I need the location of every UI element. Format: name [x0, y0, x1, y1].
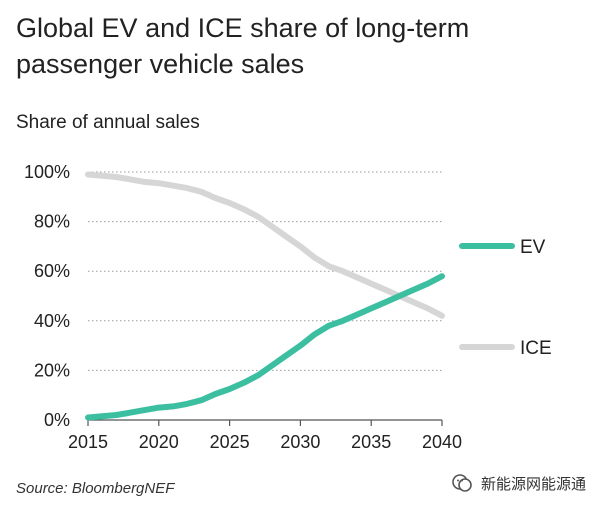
y-tick-label: 80%	[34, 212, 70, 232]
legend: EV ICE	[459, 237, 552, 359]
legend-label-ice: ICE	[520, 338, 552, 359]
grid	[88, 171, 442, 421]
x-tick-label: 2025	[210, 432, 250, 452]
watermark-text: 新能源网能源通	[480, 475, 586, 493]
x-axis-ticks: 2015 2020 2025 2030 2035 2040	[68, 420, 462, 452]
line-chart: 0%20%40%60%80%100% 2015 2020 2025 2030 2035 2…	[24, 162, 552, 452]
series-line-ice	[85, 171, 445, 319]
x-tick-label: 2035	[351, 432, 391, 452]
x-tick-label: 2020	[139, 432, 179, 452]
y-tick-label: 40%	[34, 311, 70, 331]
series	[85, 171, 445, 421]
chart-subtitle: Share of annual sales	[16, 112, 200, 133]
wechat-icon	[452, 474, 472, 492]
x-tick-label: 2030	[280, 432, 320, 452]
legend-label-ev: EV	[520, 237, 546, 258]
chart-title: Global EV and ICE share of long-term pas…	[16, 13, 470, 79]
y-tick-label: 100%	[24, 162, 70, 182]
y-axis-ticks: 0% 20% 40% 60% 80% 100%	[24, 162, 70, 430]
x-tick-label: 2040	[422, 432, 462, 452]
y-tick-label: 20%	[34, 360, 70, 380]
watermark: 新能源网能源通	[451, 472, 586, 494]
x-tick-label: 2015	[68, 432, 108, 452]
source-note: Source: BloombergNEF	[16, 480, 175, 497]
series-line-ev	[85, 273, 445, 421]
y-tick-label: 60%	[34, 261, 70, 281]
y-tick-label: 0%	[44, 410, 70, 430]
